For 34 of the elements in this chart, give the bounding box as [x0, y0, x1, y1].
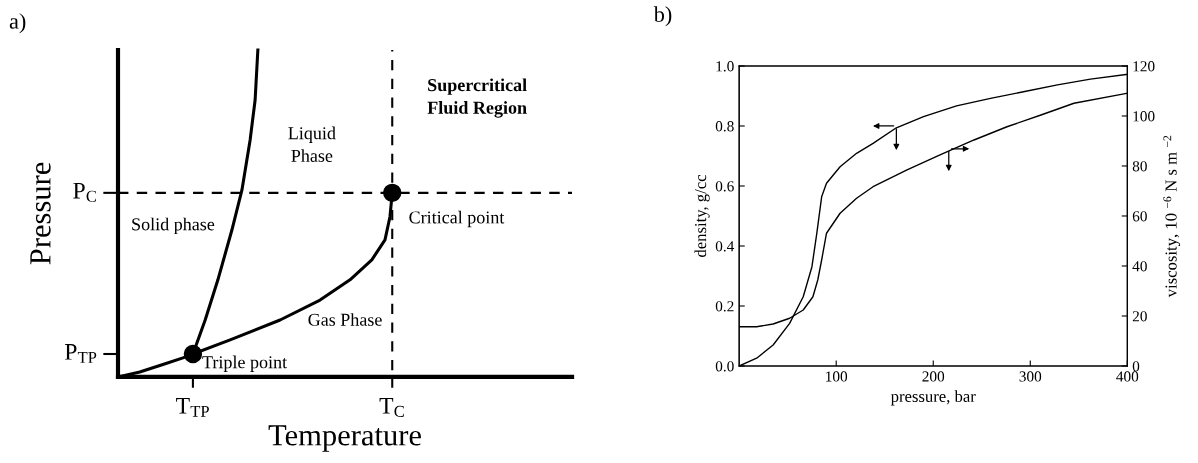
x-tick-label: 400 [1116, 371, 1139, 382]
y2-axis-title: viscosity, 10 $^{−6}$ N s m $^{−2}$ [1163, 135, 1181, 298]
y-tick-label: 0.2 [715, 301, 734, 312]
text: Temperature [268, 425, 421, 452]
y2-tick-label: 40 [1132, 261, 1147, 272]
y-tick-label: 0.4 [715, 241, 735, 252]
x-axis-title: pressure, bar [890, 390, 976, 406]
x-tick-label: 100 [826, 371, 848, 382]
text: Triple point [202, 355, 288, 372]
text: Gas Phase [308, 313, 382, 326]
text: a) [9, 13, 26, 34]
text: Supercritical Fluid Region [427, 78, 527, 118]
text: P$_{C}$ [73, 182, 96, 202]
y2-tick-label: 0 [1132, 361, 1140, 372]
y-tick-label: 0.6 [715, 181, 734, 192]
x-tick-label: 300 [1019, 371, 1042, 382]
text: Solid phase [132, 217, 215, 235]
y-tick-label: 0.0 [715, 361, 734, 372]
text: P$_{TP}$ [64, 344, 97, 363]
text: T$_{C}$ [379, 398, 404, 417]
text: Pressure [30, 162, 51, 265]
chart-title: b) [653, 6, 672, 27]
y2-tick-label: 100 [1133, 111, 1155, 122]
x-tick-label: 200 [922, 371, 945, 382]
text: Critical point [409, 210, 505, 228]
y-axis-title: density, g/cc [694, 174, 710, 257]
text: T$_{TP}$ [176, 398, 209, 417]
y2-tick-label: 120 [1133, 61, 1155, 72]
y-tick-label: 0.8 [715, 121, 734, 132]
y2-tick-label: 60 [1132, 211, 1147, 222]
y2-tick-label: 20 [1132, 311, 1147, 322]
y-tick-label: 1.0 [716, 61, 734, 72]
y2-tick-label: 80 [1132, 161, 1147, 172]
text: Liquid Phase [288, 126, 336, 162]
